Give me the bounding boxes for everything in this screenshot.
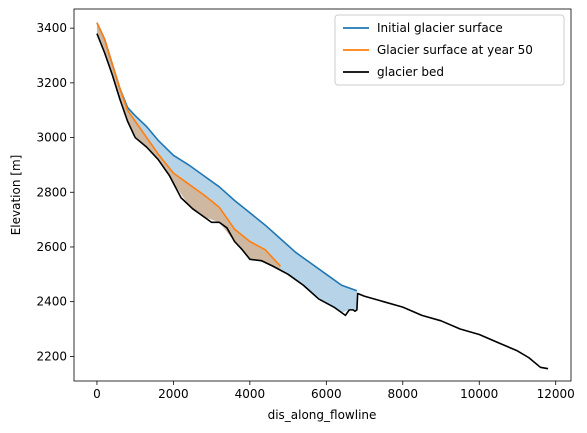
series-line-1	[96, 22, 282, 267]
y-tick-label: 2400	[36, 295, 67, 309]
fill-areas	[96, 22, 357, 313]
x-tick-label: 12000	[537, 387, 575, 401]
x-tick-label: 10000	[460, 387, 498, 401]
y-tick-label: 3000	[36, 131, 67, 145]
series-line-2	[96, 33, 549, 370]
legend-label: Glacier surface at year 50	[377, 43, 533, 57]
legend-box	[334, 14, 565, 86]
series-line-0	[96, 22, 358, 292]
x-axis-label: dis_along_flowline	[268, 408, 377, 422]
series-lines	[96, 22, 549, 370]
x-tick-label: 0	[93, 387, 101, 401]
legend: Initial glacier surface Glacier surface a…	[334, 14, 565, 86]
ice-thickness-initial-fill	[96, 22, 357, 313]
y-tick-label: 3200	[36, 76, 67, 90]
y-axis-label: Elevation [m]	[9, 155, 23, 236]
x-tick-label: 4000	[235, 387, 266, 401]
x-tick-label: 2000	[158, 387, 189, 401]
y-tick-label: 2600	[36, 240, 67, 254]
y-tick-label: 2200	[36, 349, 67, 363]
legend-label: Initial glacier surface	[377, 21, 503, 35]
x-tick-label: 8000	[388, 387, 419, 401]
plot-frame	[73, 8, 572, 382]
y-tick-label: 2800	[36, 185, 67, 199]
y-axis-ticks: 2200 2400 2600 2800 3000 3200 3400	[36, 21, 74, 363]
legend-label: glacier bed	[377, 65, 444, 79]
y-tick-label: 3400	[36, 21, 67, 35]
x-axis-ticks: 0 2000 4000 6000 8000 10000 12000	[93, 381, 575, 401]
x-tick-label: 6000	[311, 387, 342, 401]
